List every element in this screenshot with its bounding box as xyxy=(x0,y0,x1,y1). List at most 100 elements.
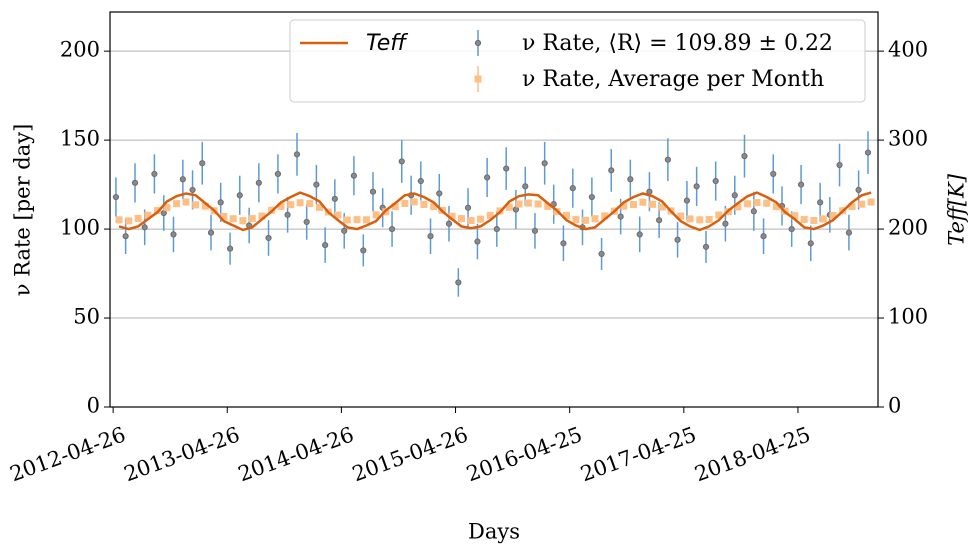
data-point xyxy=(436,190,443,197)
monthly-average xyxy=(563,212,571,220)
data-point xyxy=(331,195,338,202)
monthly-average xyxy=(819,215,827,223)
legend-label: ν Rate, Average per Month xyxy=(522,67,824,92)
y-tick-label: 200 xyxy=(60,38,100,62)
monthly-average xyxy=(430,202,438,210)
data-point xyxy=(855,186,862,194)
monthly-average xyxy=(658,203,666,211)
monthly-average xyxy=(192,201,200,209)
data-point xyxy=(664,156,671,163)
monthly-average xyxy=(353,216,361,224)
monthly-average xyxy=(486,211,494,219)
data-point xyxy=(560,240,567,247)
monthly-average xyxy=(829,212,837,220)
data-point xyxy=(788,225,795,233)
data-point xyxy=(303,218,310,226)
data-point xyxy=(445,220,453,227)
legend-swatch xyxy=(474,75,482,83)
data-point xyxy=(522,183,529,190)
data-point xyxy=(236,192,243,199)
data-point xyxy=(427,233,434,240)
data-point xyxy=(226,245,234,252)
data-point xyxy=(464,204,472,211)
data-point xyxy=(503,165,510,172)
data-point xyxy=(265,234,272,242)
monthly-average xyxy=(591,215,599,223)
legend-label: Teff xyxy=(366,31,408,56)
data-point xyxy=(807,240,814,247)
y-tick-label: 0 xyxy=(87,394,100,418)
monthly-average xyxy=(296,199,304,207)
x-axis-label: Days xyxy=(468,520,520,544)
monthly-average xyxy=(248,215,256,223)
monthly-average xyxy=(696,216,704,224)
monthly-average xyxy=(163,204,171,212)
monthly-average xyxy=(772,203,780,211)
data-point xyxy=(836,161,843,169)
y2-tick-label: 400 xyxy=(888,38,928,62)
y2-tick-label: 100 xyxy=(888,305,928,329)
data-point xyxy=(864,149,872,156)
teff-line xyxy=(118,191,872,232)
monthly-average xyxy=(649,200,657,208)
monthly-average xyxy=(734,203,742,211)
monthly-average xyxy=(800,215,808,223)
data-point xyxy=(845,229,853,236)
data-point xyxy=(683,197,691,204)
y-tick-label: 150 xyxy=(60,127,100,151)
monthly-average xyxy=(744,200,752,208)
data-point xyxy=(569,185,576,192)
monthly-average xyxy=(343,216,351,224)
data-point xyxy=(474,238,481,245)
monthly-average xyxy=(572,216,580,224)
monthly-average xyxy=(201,202,209,210)
data-point xyxy=(598,250,605,258)
monthly-average xyxy=(763,199,771,207)
y2-tick-label: 300 xyxy=(888,127,928,151)
data-point xyxy=(750,208,757,215)
data-point xyxy=(455,279,462,286)
monthly-average xyxy=(524,199,532,207)
y2-axis-label: Teff[K] xyxy=(945,173,969,246)
data-point xyxy=(656,217,663,224)
monthly-average xyxy=(629,201,637,209)
data-point xyxy=(284,211,291,218)
monthly-average xyxy=(410,198,418,206)
data-point xyxy=(160,209,167,217)
data-point xyxy=(322,241,329,249)
data-point xyxy=(817,199,824,206)
data-point xyxy=(797,181,805,188)
monthly-average xyxy=(705,215,713,223)
data-point xyxy=(189,186,196,194)
monthly-average xyxy=(686,215,694,223)
monthly-average xyxy=(287,201,295,209)
monthly-average xyxy=(448,212,456,220)
data-point xyxy=(417,177,424,185)
monthly-average xyxy=(334,211,342,219)
plot-area xyxy=(110,50,878,408)
legend xyxy=(289,19,866,103)
monthly-average xyxy=(810,217,818,225)
monthly-average xyxy=(858,200,866,208)
monthly-average xyxy=(620,202,628,210)
legend-swatch xyxy=(474,39,482,47)
data-point xyxy=(341,227,348,234)
data-point xyxy=(112,193,120,201)
monthly-average xyxy=(677,212,685,220)
monthly-average xyxy=(601,212,609,220)
monthly-average xyxy=(239,217,247,225)
monthly-average xyxy=(144,211,152,219)
monthly-average xyxy=(316,203,324,211)
monthly-average xyxy=(582,216,590,224)
monthly-average xyxy=(229,215,237,223)
monthly-average xyxy=(306,200,314,208)
data-point xyxy=(122,233,129,240)
monthly-average xyxy=(534,200,542,208)
data-point xyxy=(493,225,500,233)
monthly-average xyxy=(715,211,723,219)
data-point xyxy=(702,243,710,250)
monthly-average xyxy=(467,217,475,225)
data-point xyxy=(731,192,738,199)
y2-tick-label: 0 xyxy=(888,394,901,418)
data-point xyxy=(217,199,224,206)
